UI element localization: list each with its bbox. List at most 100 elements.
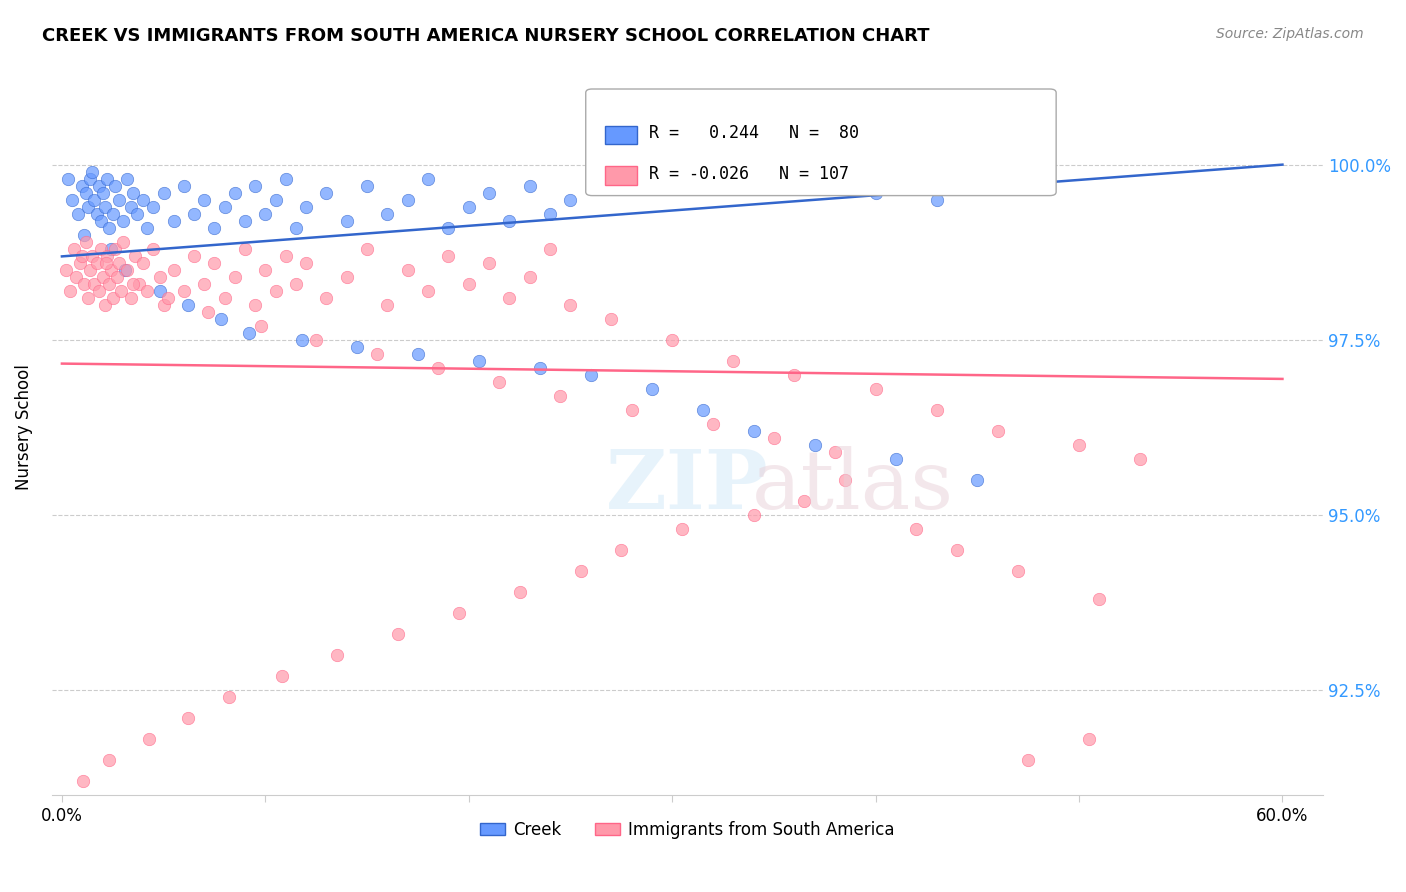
Point (834, 473, 856, 487)
Point (396, 262, 419, 277)
Point (128, 277, 150, 291)
Point (366, 346, 388, 360)
Point (1017, 753, 1039, 767)
Point (437, 220, 460, 235)
Point (742, 424, 765, 438)
Point (396, 193, 419, 207)
Point (905, 522, 928, 536)
Point (87, 178, 110, 193)
Point (104, 242, 127, 256)
Point (127, 206, 149, 220)
Point (416, 171, 439, 186)
Point (108, 193, 131, 207)
Point (356, 242, 378, 256)
Point (122, 277, 145, 291)
Point (865, 186, 887, 200)
Point (884, 451, 907, 466)
Point (111, 213, 134, 227)
Point (93, 200, 115, 214)
Point (661, 333, 683, 347)
Point (136, 284, 159, 298)
Legend: Creek, Immigrants from South America: Creek, Immigrants from South America (474, 814, 901, 846)
Point (600, 171, 623, 186)
Point (250, 318, 273, 333)
Point (73, 277, 96, 291)
Point (966, 473, 988, 487)
Point (86, 206, 108, 220)
Text: CREEK VS IMMIGRANTS FROM SOUTH AMERICA NURSERY SCHOOL CORRELATION CHART: CREEK VS IMMIGRANTS FROM SOUTH AMERICA N… (42, 27, 929, 45)
Point (478, 186, 501, 200)
Point (111, 235, 134, 249)
Point (214, 200, 236, 214)
Point (519, 178, 541, 193)
Point (742, 508, 765, 522)
Point (82, 249, 104, 263)
Point (59, 284, 82, 298)
Point (218, 690, 240, 704)
Point (65, 269, 87, 284)
Point (90, 213, 112, 227)
FancyBboxPatch shape (586, 89, 1056, 195)
Point (1007, 564, 1029, 578)
Point (457, 200, 479, 214)
Point (254, 262, 277, 277)
Point (641, 382, 664, 396)
Point (315, 291, 337, 305)
Point (110, 284, 132, 298)
Point (177, 711, 200, 725)
Point (87, 284, 110, 298)
Text: ZIP: ZIP (606, 446, 769, 526)
Point (468, 353, 491, 368)
Point (104, 178, 127, 193)
Point (783, 178, 806, 193)
Point (152, 186, 174, 200)
Point (579, 368, 602, 382)
Point (406, 346, 429, 360)
Point (550, 389, 572, 403)
Point (122, 186, 145, 200)
Point (100, 242, 122, 256)
Text: atlas: atlas (752, 446, 953, 526)
Point (336, 269, 359, 284)
Point (305, 333, 328, 347)
Point (204, 220, 226, 235)
Point (75, 186, 97, 200)
Point (447, 606, 470, 620)
Point (115, 171, 138, 186)
Text: R = -0.026   N = 107: R = -0.026 N = 107 (650, 164, 849, 183)
Point (163, 262, 186, 277)
Point (124, 249, 146, 263)
Point (509, 584, 531, 599)
Point (519, 269, 541, 284)
Point (600, 311, 623, 326)
Point (120, 291, 142, 305)
Point (60, 193, 83, 207)
Point (560, 193, 582, 207)
Point (224, 186, 246, 200)
Point (498, 291, 520, 305)
Bar (605, 126, 637, 145)
Point (183, 249, 205, 263)
Point (284, 220, 307, 235)
Point (132, 255, 155, 269)
Point (254, 206, 277, 220)
Text: R =   0.244   N =  80: R = 0.244 N = 80 (650, 124, 859, 142)
Point (101, 206, 124, 220)
Point (238, 326, 260, 340)
Point (427, 360, 450, 375)
Point (101, 291, 124, 305)
Point (63, 242, 86, 256)
Point (264, 193, 287, 207)
Point (69, 255, 91, 269)
Point (96, 171, 118, 186)
Point (100, 262, 122, 277)
Text: Source: ZipAtlas.com: Source: ZipAtlas.com (1216, 27, 1364, 41)
Point (560, 298, 582, 312)
Point (987, 424, 1010, 438)
Point (67, 206, 90, 220)
Point (762, 431, 785, 445)
Point (56, 171, 79, 186)
Point (156, 291, 179, 305)
Point (793, 493, 815, 508)
Point (77, 200, 100, 214)
